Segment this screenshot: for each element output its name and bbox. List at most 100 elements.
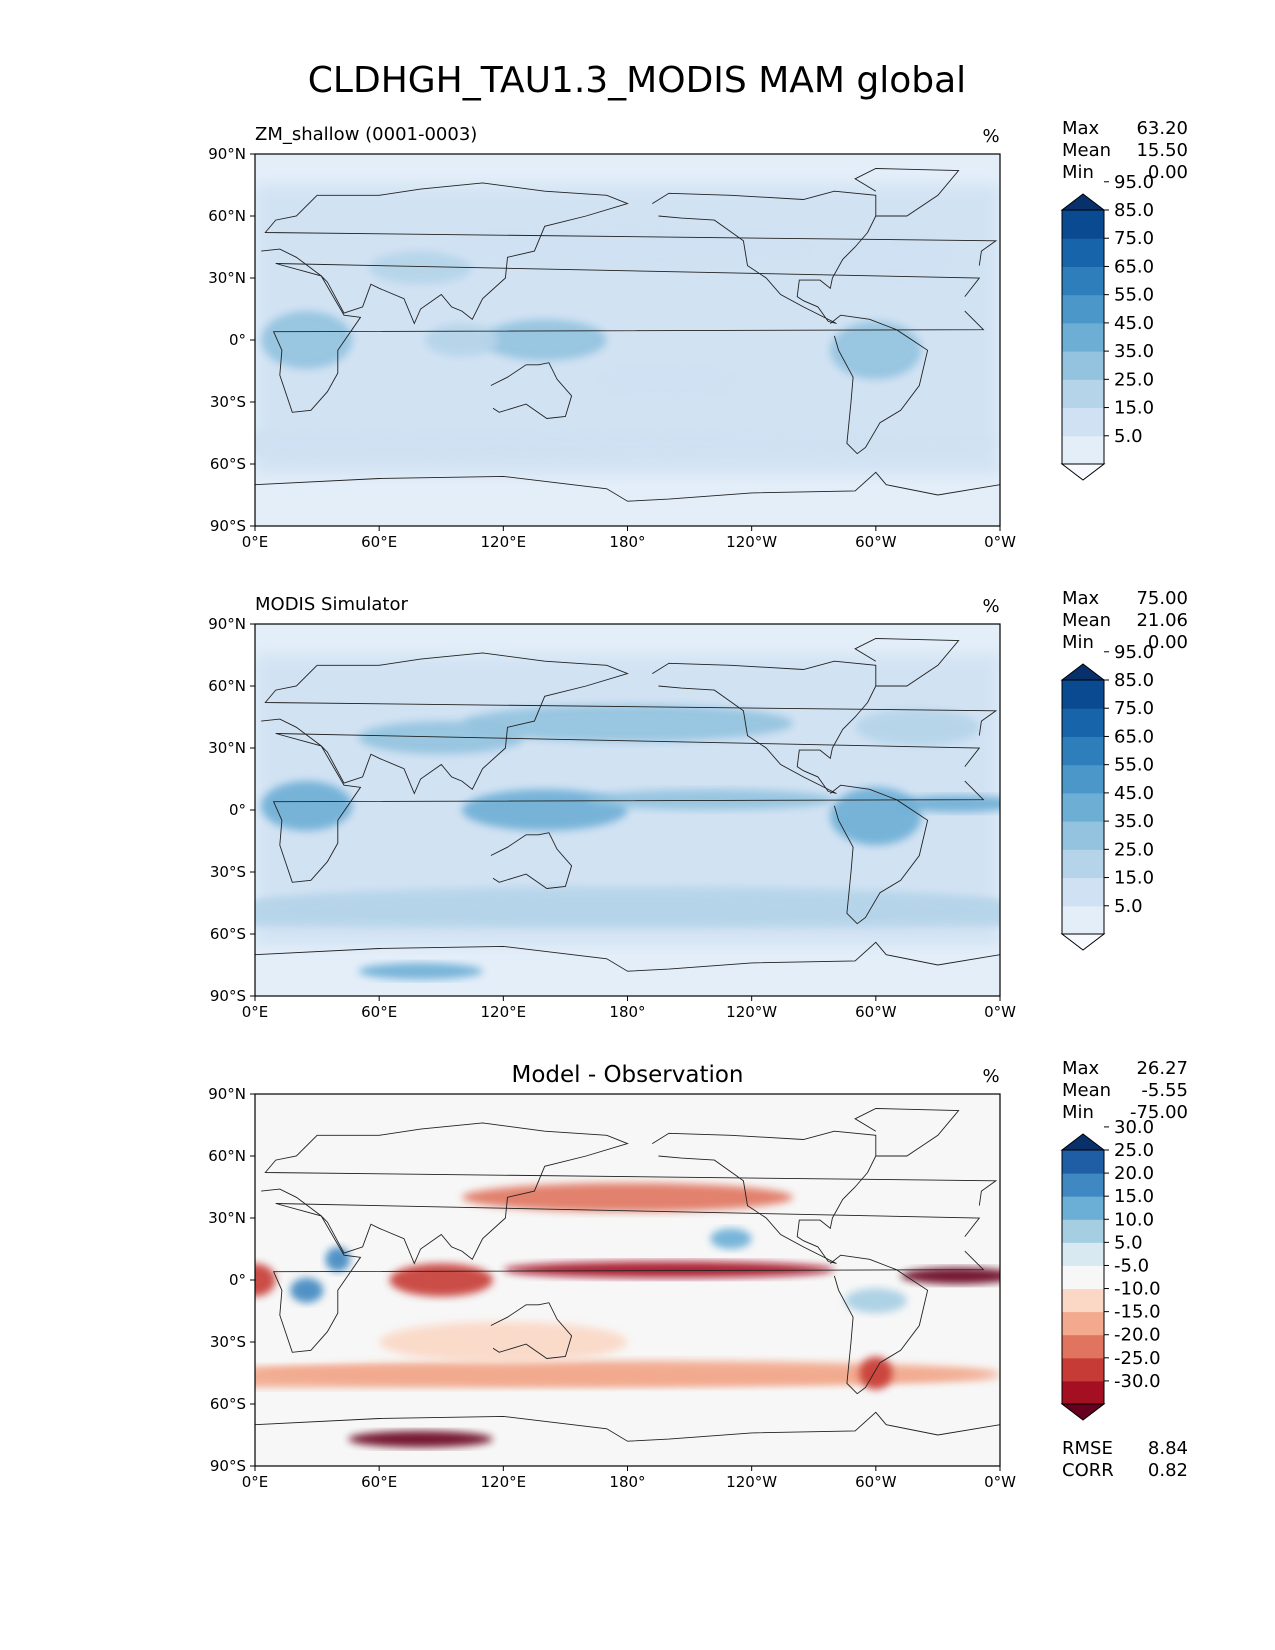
x-tick-label: 120°E (481, 533, 527, 551)
colorbar-tick-label: 35.0 (1114, 811, 1154, 832)
colorbar-segment (1062, 435, 1104, 465)
colorbar-tick-label: 75.0 (1114, 698, 1154, 719)
x-tick-label: 0°W (984, 1473, 1016, 1491)
colorbar-tick-label: 85.0 (1114, 670, 1154, 691)
y-tick-label: 90°S (210, 987, 246, 1005)
colorbar-segment (1062, 407, 1104, 437)
stat-label: Min (1062, 632, 1094, 653)
y-tick-label: 60°N (208, 677, 246, 695)
colorbar-segment (1062, 849, 1104, 879)
colorbar-segment (1062, 210, 1104, 239)
colorbar-tick-label: 15.0 (1114, 868, 1154, 889)
y-tick-label: 0° (229, 1271, 246, 1289)
y-tick-label: 60°S (210, 925, 246, 943)
colorbar-tick-label: 20.0 (1114, 1163, 1154, 1184)
panel-title: ZM_shallow (0001-0003) (255, 124, 477, 145)
colorbar-tick-label: -20.0 (1114, 1325, 1161, 1346)
colorbar-tick-label: 85.0 (1114, 200, 1154, 221)
map-field-blob (596, 364, 742, 398)
map-field-blob (482, 319, 607, 361)
colorbar-segment (1062, 1311, 1104, 1336)
y-tick-label: 30°N (208, 739, 246, 757)
map-field-blob (255, 1366, 1000, 1388)
coastline-australia (490, 362, 573, 419)
coastline-africa (272, 733, 985, 883)
y-tick-label: 90°N (208, 145, 246, 163)
colorbar-segment (1062, 792, 1104, 822)
stat-label: Max (1062, 588, 1100, 609)
colorbar-segment (1062, 294, 1104, 324)
colorbar-tick-label: 95.0 (1114, 642, 1154, 663)
colorbar-segment (1062, 322, 1104, 352)
stat-label: RMSE (1062, 1438, 1113, 1459)
colorbar-segment (1062, 1173, 1104, 1197)
coastline-antarctica (255, 471, 1000, 502)
colorbar-segment (1062, 1380, 1104, 1405)
x-tick-label: 120°W (726, 1473, 777, 1491)
coastline-eurasia (261, 182, 998, 325)
map-field-blob (325, 1246, 351, 1272)
colorbar-segment (1062, 351, 1104, 380)
coastline-africa (272, 1203, 985, 1353)
coastline-samerica (830, 1254, 929, 1395)
colorbar-extend-bottom (1060, 933, 1106, 951)
map-field-blob (255, 430, 1000, 456)
colorbar-tick-label: 65.0 (1114, 256, 1154, 277)
coastline-greenland (854, 168, 960, 217)
colorbar-extend-bottom (1060, 463, 1106, 481)
map-field-blob (830, 787, 922, 846)
colorbar-tick-label: 5.0 (1114, 896, 1143, 917)
y-tick-label: 60°S (210, 1395, 246, 1413)
stat-label: CORR (1062, 1460, 1114, 1481)
map-field-blob (461, 1182, 794, 1212)
map-field-blob (461, 789, 628, 831)
map-field-blob (255, 898, 1000, 928)
x-tick-label: 60°E (361, 533, 397, 551)
stat-label: Min (1062, 162, 1094, 183)
stat-value: 8.84 (1148, 1438, 1188, 1459)
y-tick-label: 30°N (208, 269, 246, 287)
map-field-blob (844, 1288, 907, 1314)
colorbar-tick-label: 10.0 (1114, 1209, 1154, 1230)
map-field-blob (255, 1263, 276, 1297)
colorbar-tick-label: 25.0 (1114, 369, 1154, 390)
stat-value: 0.00 (1148, 162, 1188, 183)
units-label: % (982, 126, 999, 147)
x-tick-label: 0°E (242, 1003, 269, 1021)
x-tick-label: 60°E (361, 1003, 397, 1021)
map-field-blob (358, 962, 483, 980)
colorbar-tick-label: -5.0 (1114, 1255, 1149, 1276)
map-field-blob (348, 1430, 493, 1448)
map-field-blob (859, 1356, 893, 1390)
stat-label: Min (1062, 1102, 1094, 1123)
map-field-blob (261, 311, 353, 369)
colorbar-segment (1062, 1196, 1104, 1220)
map-field (255, 624, 1000, 996)
colorbar-tick-label: -30.0 (1114, 1371, 1161, 1392)
x-tick-label: 60°W (855, 533, 897, 551)
colorbar-tick-label: -10.0 (1114, 1279, 1161, 1300)
x-tick-label: 60°E (361, 1473, 397, 1491)
x-tick-label: 120°W (726, 1003, 777, 1021)
map-field-blob (261, 781, 353, 831)
colorbar-segment (1062, 1219, 1104, 1243)
stat-value: 21.06 (1136, 610, 1188, 631)
colorbar-tick-label: 45.0 (1114, 313, 1154, 334)
coastline-samerica (830, 314, 929, 455)
stat-label: Max (1062, 118, 1100, 139)
x-tick-label: 0°E (242, 533, 269, 551)
coastline-eurasia (261, 1122, 998, 1265)
stat-label: Max (1062, 1058, 1100, 1079)
coastline-namerica (652, 660, 877, 794)
colorbar-segment (1062, 1242, 1104, 1266)
y-tick-label: 0° (229, 331, 246, 349)
stat-value: 0.00 (1148, 632, 1188, 653)
map-field-blob (586, 789, 835, 811)
colorbar-segment (1062, 379, 1104, 409)
colorbar-tick-label: 15.0 (1114, 1186, 1154, 1207)
x-tick-label: 0°W (984, 533, 1016, 551)
colorbar-extend-top (1060, 193, 1106, 211)
colorbar-tick-label: 45.0 (1114, 783, 1154, 804)
colorbar-frame (1061, 209, 1105, 465)
